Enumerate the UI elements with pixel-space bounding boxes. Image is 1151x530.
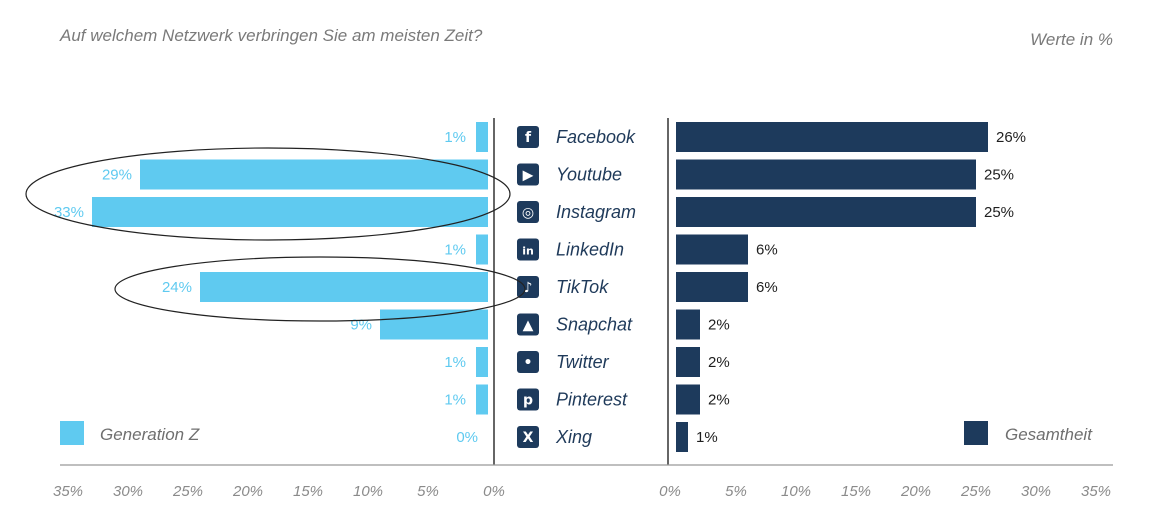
bar-generation-z-snapchat (380, 309, 488, 340)
gesamtheit-bars (676, 122, 988, 452)
category-label-twitter: Twitter (556, 352, 610, 372)
right-tick-5: 5% (725, 483, 747, 500)
svg-text:▶: ▶ (523, 168, 534, 184)
right-tick-labels: 0% 5% 10% 15% 20% 25% 30% 35% (659, 483, 1111, 500)
bar-generation-z-instagram (92, 197, 488, 227)
svg-text:▲: ▲ (523, 318, 534, 334)
bar-generation-z-twitter (476, 347, 488, 377)
category-label-linkedin: LinkedIn (556, 240, 624, 260)
bar-gesamtheit-twitter (676, 347, 700, 377)
category-label-xing: Xing (555, 427, 592, 447)
right-tick-10: 10% (781, 483, 811, 500)
xing-icon: X (517, 426, 539, 448)
right-tick-20: 20% (900, 483, 931, 500)
value-label-gesamtheit-linkedin: 6% (756, 242, 778, 259)
snapchat-icon: ▲ (517, 313, 539, 336)
generation-z-bars (92, 122, 488, 415)
highlight-ellipse-tiktok (114, 256, 526, 322)
instagram-icon: ◎ (517, 201, 539, 223)
facebook-icon: f (517, 126, 539, 148)
value-label-gesamtheit-pinterest: 2% (708, 392, 730, 409)
bar-generation-z-facebook (476, 122, 488, 152)
bar-generation-z-tiktok (200, 272, 488, 302)
svg-text:◎: ◎ (522, 205, 534, 221)
left-tick-10: 10% (353, 483, 383, 500)
left-tick-labels: 35% 30% 25% 20% 15% 10% 5% 0% (53, 483, 505, 500)
legend-swatch-gesamtheit (964, 421, 988, 445)
value-label-gesamtheit-instagram: 25% (984, 204, 1014, 221)
svg-text:•: • (524, 355, 533, 371)
value-label-gesamtheit-twitter: 2% (708, 354, 730, 371)
svg-text:f: f (525, 130, 532, 146)
category-label-tiktok: TikTok (556, 277, 609, 297)
left-tick-20: 20% (232, 483, 263, 500)
value-label-generation-z-pinterest: 1% (444, 392, 466, 409)
value-label-gesamtheit-facebook: 26% (996, 129, 1026, 146)
value-label-generation-z-snapchat: 9% (350, 317, 372, 334)
svg-text:in: in (522, 245, 534, 258)
value-label-generation-z-tiktok: 24% (162, 279, 192, 296)
left-tick-30: 30% (113, 483, 143, 500)
bar-gesamtheit-tiktok (676, 272, 748, 302)
left-tick-35: 35% (53, 483, 83, 500)
legend-label-gesamtheit: Gesamtheit (1005, 425, 1093, 444)
left-tick-15: 15% (293, 483, 323, 500)
bar-gesamtheit-pinterest (676, 384, 700, 415)
left-tick-5: 5% (417, 483, 439, 500)
bar-gesamtheit-youtube (676, 159, 976, 190)
legend-swatch-generation-z (60, 421, 84, 445)
category-label-facebook: Facebook (556, 127, 636, 147)
category-label-youtube: Youtube (556, 165, 622, 185)
category-label-instagram: Instagram (556, 202, 636, 222)
value-label-generation-z-xing: 0% (456, 429, 478, 446)
youtube-icon: ▶ (517, 163, 539, 186)
right-tick-35: 35% (1081, 483, 1111, 500)
tiktok-icon: ♪ (517, 276, 539, 298)
value-label-gesamtheit-xing: 1% (696, 429, 718, 446)
right-tick-30: 30% (1021, 483, 1051, 500)
bar-gesamtheit-xing (676, 422, 688, 452)
category-label-pinterest: Pinterest (556, 390, 628, 410)
svg-text:p: p (523, 393, 533, 409)
right-tick-25: 25% (960, 483, 991, 500)
bar-gesamtheit-linkedin (676, 234, 748, 265)
value-label-generation-z-youtube: 29% (102, 167, 132, 184)
chart-title: Auf welchem Netzwerk verbringen Sie am m… (59, 26, 483, 45)
twitter-icon: • (517, 351, 539, 373)
legend-label-generation-z: Generation Z (100, 425, 200, 444)
value-label-generation-z-twitter: 1% (444, 354, 466, 371)
value-label-gesamtheit-tiktok: 6% (756, 279, 778, 296)
bar-generation-z-linkedin (476, 234, 488, 265)
category-label-snapchat: Snapchat (556, 315, 633, 335)
left-tick-25: 25% (172, 483, 203, 500)
right-tick-15: 15% (841, 483, 871, 500)
value-label-generation-z-linkedin: 1% (444, 242, 466, 259)
svg-text:X: X (523, 430, 534, 446)
linkedin-icon: in (517, 238, 539, 261)
value-label-gesamtheit-snapchat: 2% (708, 317, 730, 334)
network-icons: f ▶ ◎ in ♪ ▲ • p X (517, 126, 539, 448)
value-label-generation-z-instagram: 33% (54, 204, 84, 221)
category-labels: Facebook Youtube Instagram LinkedIn TikTok Sn… (555, 127, 636, 447)
bar-gesamtheit-facebook (676, 122, 988, 152)
bar-gesamtheit-snapchat (676, 309, 700, 340)
unit-note: Werte in % (1030, 30, 1113, 49)
generation-z-value-labels: 1% 29% 33% 1% 24% 9% 1% 1% 0% (54, 129, 478, 446)
value-label-generation-z-facebook: 1% (444, 129, 466, 146)
gesamtheit-value-labels: 26% 25% 25% 6% 6% 2% 2% 2% 1% (696, 129, 1026, 446)
value-label-gesamtheit-youtube: 25% (984, 167, 1014, 184)
left-tick-0: 0% (483, 483, 505, 500)
bar-generation-z-pinterest (476, 384, 488, 415)
right-tick-0: 0% (659, 483, 681, 500)
bar-generation-z-youtube (140, 159, 488, 190)
pinterest-icon: p (517, 388, 539, 411)
svg-text:♪: ♪ (524, 280, 533, 296)
highlight-ellipse-youtube-instagram (25, 147, 511, 241)
bar-gesamtheit-instagram (676, 197, 976, 227)
